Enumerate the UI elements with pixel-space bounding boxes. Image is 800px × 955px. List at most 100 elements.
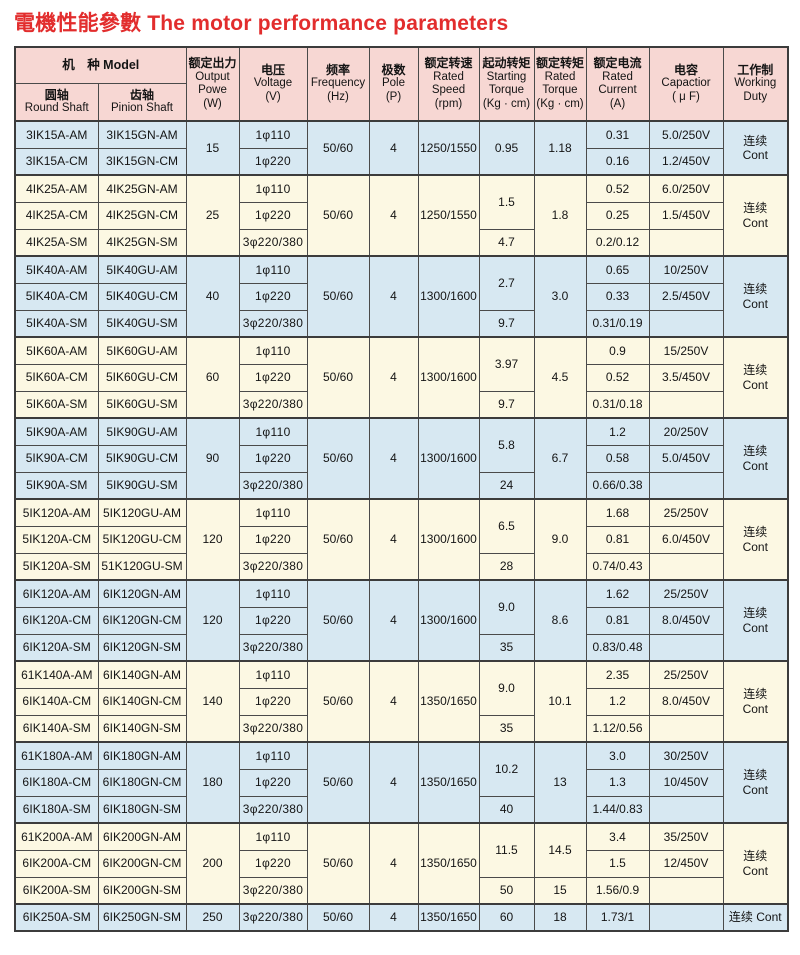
cell-starting-torque: 1.5: [478, 174, 535, 230]
header-line: 频率: [325, 63, 350, 77]
cell-round-shaft: 3IK15A-CM: [14, 147, 99, 176]
cell-frequency: 50/60: [306, 660, 370, 743]
header-line: Output: [195, 70, 230, 83]
cell-starting-torque: 3.97: [478, 336, 535, 392]
cell-pinion-shaft: 5IK60GU-AM: [97, 336, 187, 365]
cell-capacitor: 25/250V: [648, 498, 724, 527]
cell-capacitor: 2.5/450V: [648, 282, 724, 311]
header-line: Round Shaft: [24, 102, 89, 115]
cell-starting-torque: 2.7: [478, 255, 535, 311]
cell-rated-speed: 1350/1650: [417, 660, 480, 743]
cell-round-shaft: 6IK120A-CM: [14, 606, 99, 635]
table-row: 6IK140A-SM 6IK140GN-SM 3φ220/380 35 1.12/0.5…: [14, 714, 788, 743]
cell-round-shaft: 5IK40A-CM: [14, 282, 99, 311]
table-row: 5IK120A-CM 5IK120GU-CM 1φ220 0.81 6.0/450V: [14, 525, 788, 554]
cell-output-power: 120: [185, 579, 240, 662]
cell-working-duty: 连续 Cont: [722, 120, 789, 176]
cell-pole: 4: [368, 903, 419, 932]
cell-voltage: 1φ220: [238, 849, 308, 878]
header-line: 齿轴: [129, 87, 154, 102]
cell-capacitor: [648, 795, 724, 824]
cell-output-power: 120: [185, 498, 240, 581]
cell-working-duty: 连续 Cont: [722, 903, 789, 932]
cell-voltage: 1φ220: [238, 687, 308, 716]
cell-capacitor: [648, 876, 724, 905]
cell-pinion-shaft: 6IK140GN-AM: [97, 660, 187, 689]
cell-rated-current: 1.2: [585, 687, 650, 716]
table-row: 61K140A-AM 6IK140GN-AM 140 1φ110 50/60 4 1350/…: [14, 660, 789, 743]
cell-starting-torque: 11.5: [478, 822, 535, 878]
header-cell-voltage: 电压 Voltage (V): [238, 46, 308, 122]
cell-working-duty: 连续 Cont: [722, 417, 789, 500]
cell-starting-torque: 24: [478, 471, 535, 500]
cell-working-duty: 连续 Cont: [722, 579, 789, 662]
header-line: 额定出力: [188, 56, 237, 71]
cell-pinion-shaft: 6IK120GN-AM: [97, 579, 187, 608]
cell-rated-current: 0.2/0.12: [585, 228, 650, 257]
cell-starting-torque: 9.7: [478, 309, 535, 338]
cell-round-shaft: 5IK90A-SM: [14, 471, 99, 500]
table-row: 5IK60A-CM 5IK60GU-CM 1φ220 0.52 3.5/450V: [14, 363, 788, 392]
cell-voltage: 1φ110: [238, 255, 308, 284]
cell-round-shaft: 6IK120A-SM: [14, 633, 99, 662]
cell-pinion-shaft: 4IK25GN-CM: [97, 201, 187, 230]
cell-round-shaft: 61K180A-AM: [14, 741, 99, 770]
header-line: Frequency: [310, 77, 366, 90]
header-row-1: 机 种 Model 额定出力 Output Powe (W) 电压 Voltage (V) 频率…: [14, 46, 789, 122]
cell-rated-torque: 6.7: [533, 417, 587, 500]
table-row: 5IK60A-AM 5IK60GU-AM 60 1φ110 50/60 4 1300/160…: [14, 336, 789, 419]
cell-round-shaft: 5IK60A-AM: [14, 336, 99, 365]
table-row: 3IK15A-AM 3IK15GN-AM 15 1φ110 50/60 4 1250/155…: [14, 120, 789, 176]
cell-voltage: 3φ220/380: [238, 903, 308, 932]
cell-pinion-shaft: 4IK25GN-AM: [97, 174, 187, 203]
cell-voltage: 1φ110: [238, 741, 308, 770]
cell-rated-torque: 15: [533, 876, 587, 905]
cell-rated-current: 1.56/0.9: [585, 876, 650, 905]
cell-round-shaft: 5IK120A-CM: [14, 525, 99, 554]
cell-frequency: 50/60: [306, 417, 370, 500]
table-row: 4IK25A-CM 4IK25GN-CM 1φ220 0.25 1.5/450V: [14, 201, 788, 230]
cell-rated-current: 0.25: [585, 201, 650, 230]
cell-rated-speed: 1250/1550: [417, 120, 480, 176]
header-line: 额定转矩: [535, 56, 584, 71]
header-cell-pinion-shaft: 齿轴 Pinion Shaft: [97, 82, 187, 122]
header-cell-pole: 极数 Pole (P): [368, 46, 419, 122]
cell-rated-speed: 1300/1600: [417, 579, 480, 662]
cell-pinion-shaft: 5IK120GU-AM: [97, 498, 187, 527]
header-line: (A): [609, 98, 626, 111]
cell-starting-torque: 6.5: [478, 498, 535, 554]
cell-capacitor: 1.5/450V: [648, 201, 724, 230]
cell-round-shaft: 6IK200A-SM: [14, 876, 99, 905]
cell-working-duty: 连续 Cont: [722, 498, 789, 581]
header-cell-current: 额定电流 Rated Current (A): [585, 46, 650, 122]
cell-voltage: 1φ220: [238, 282, 308, 311]
table-row: 5IK120A-AM 5IK120GU-AM 120 1φ110 50/60 4 1300/…: [14, 498, 789, 581]
cell-rated-speed: 1350/1650: [417, 822, 480, 905]
cell-rated-torque: 10.1: [533, 660, 587, 743]
cell-voltage: 1φ110: [238, 174, 308, 203]
cell-starting-torque: 50: [478, 876, 535, 905]
cell-rated-current: 1.62: [585, 579, 650, 608]
cell-voltage: 1φ110: [238, 336, 308, 365]
cell-starting-torque: 10.2: [478, 741, 535, 797]
cell-frequency: 50/60: [306, 174, 370, 257]
cell-rated-torque: 8.6: [533, 579, 587, 662]
header-line: 额定转速: [424, 56, 473, 71]
header-line: Powe: [198, 84, 227, 97]
header-line: Duty: [743, 91, 768, 104]
header-line: (V): [265, 91, 281, 104]
cell-rated-torque: 9.0: [533, 498, 587, 581]
cell-rated-current: 1.68: [585, 498, 650, 527]
cell-starting-torque: 5.8: [478, 417, 535, 473]
cell-pole: 4: [368, 498, 419, 581]
cell-capacitor: 35/250V: [648, 822, 724, 851]
cell-rated-torque: 3.0: [533, 255, 587, 338]
cell-pinion-shaft: 5IK60GU-CM: [97, 363, 187, 392]
header-line: Pole: [381, 77, 406, 90]
cell-capacitor: 5.0/450V: [648, 444, 724, 473]
header-line: Torque: [542, 84, 578, 97]
header-cell-output: 额定出力 Output Powe (W): [185, 46, 240, 122]
cell-output-power: 250: [185, 903, 240, 932]
cell-round-shaft: 5IK90A-CM: [14, 444, 99, 473]
header-cell-rated-torque: 额定转矩 Rated Torque (Kg · cm): [533, 46, 587, 122]
